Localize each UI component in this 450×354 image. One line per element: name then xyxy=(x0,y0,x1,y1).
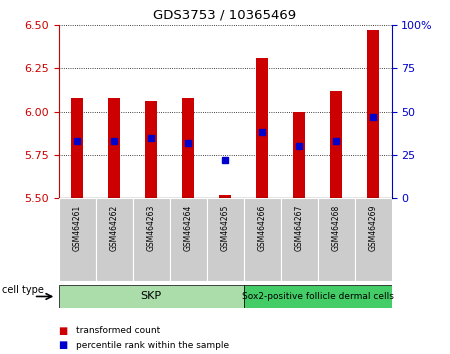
Bar xyxy=(108,98,121,198)
Bar xyxy=(144,101,158,198)
Bar xyxy=(318,198,355,281)
Bar xyxy=(71,98,84,198)
Text: GSM464262: GSM464262 xyxy=(109,205,118,251)
Bar xyxy=(292,112,306,198)
Text: SKP: SKP xyxy=(140,291,162,302)
Bar xyxy=(367,30,379,198)
Bar xyxy=(58,285,243,308)
Bar xyxy=(329,91,342,198)
Bar xyxy=(58,198,95,281)
Text: ■: ■ xyxy=(58,326,68,336)
Bar xyxy=(243,285,392,308)
Bar xyxy=(355,198,392,281)
Text: Sox2-positive follicle dermal cells: Sox2-positive follicle dermal cells xyxy=(242,292,393,301)
Bar xyxy=(243,198,280,281)
Text: percentile rank within the sample: percentile rank within the sample xyxy=(76,341,230,350)
Text: ■: ■ xyxy=(58,340,68,350)
Bar xyxy=(170,198,207,281)
Bar xyxy=(181,98,194,198)
Text: GSM464264: GSM464264 xyxy=(184,205,193,251)
Text: transformed count: transformed count xyxy=(76,326,161,336)
Text: GSM464269: GSM464269 xyxy=(369,205,378,251)
Text: GSM464265: GSM464265 xyxy=(220,205,230,251)
Text: GSM464267: GSM464267 xyxy=(294,205,303,251)
Text: cell type: cell type xyxy=(2,285,44,295)
Text: GDS3753 / 10365469: GDS3753 / 10365469 xyxy=(153,9,297,22)
Text: GSM464266: GSM464266 xyxy=(257,205,266,251)
Bar xyxy=(256,58,269,198)
Bar xyxy=(95,198,132,281)
Text: GSM464261: GSM464261 xyxy=(72,205,81,251)
Text: GSM464268: GSM464268 xyxy=(332,205,341,251)
Text: GSM464263: GSM464263 xyxy=(147,205,156,251)
Bar xyxy=(219,195,231,198)
Bar xyxy=(280,198,318,281)
Bar xyxy=(132,198,170,281)
Bar xyxy=(207,198,243,281)
